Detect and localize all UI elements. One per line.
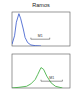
plot-frame [12,12,70,46]
figure: Ramos M1 M1 [0,0,75,100]
gate-label: M1 [38,34,43,38]
gate-marker: M1 [41,76,62,81]
gate-label: M1 [49,76,54,80]
plot-frame [12,54,70,88]
title: Ramos [32,2,50,8]
plot-area [12,14,41,46]
plot-area [12,68,62,88]
histogram-line [12,14,41,46]
histogram-line [12,68,62,88]
gate-marker: M1 [31,34,50,39]
